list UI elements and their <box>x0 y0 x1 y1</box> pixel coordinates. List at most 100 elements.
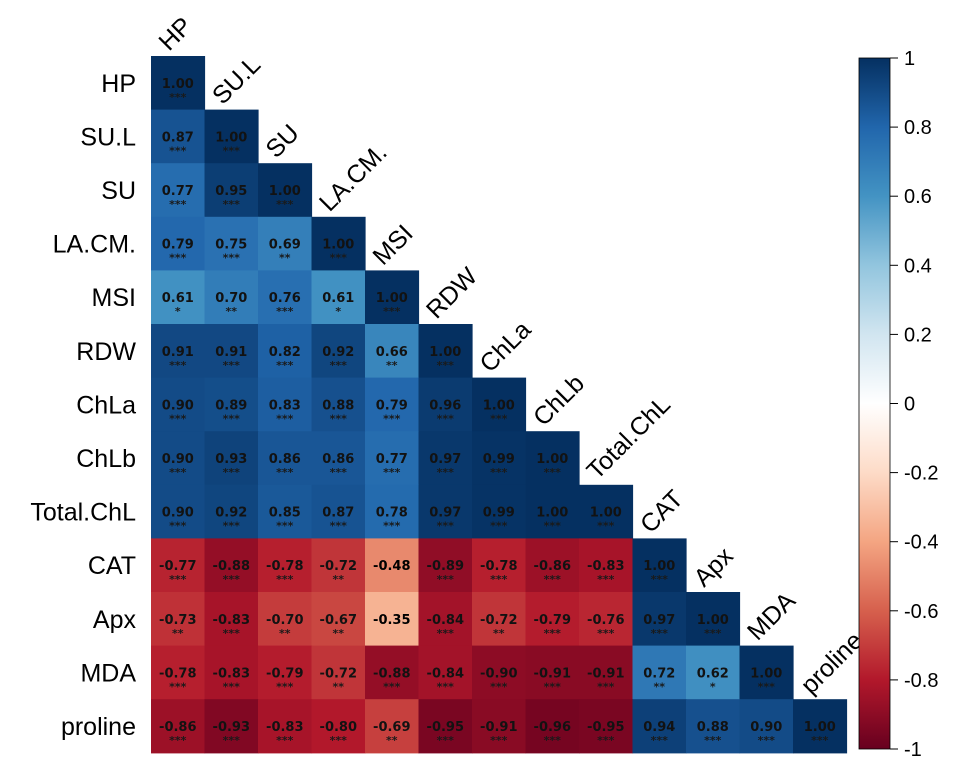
heatmap-cell <box>151 645 206 700</box>
heatmap-cell <box>258 699 313 754</box>
significance-stars: *** <box>383 412 401 425</box>
heatmap-cell <box>151 592 206 647</box>
cell-value: -0.84 <box>427 613 464 628</box>
cell-value: -0.84 <box>427 666 464 681</box>
heatmap-cell <box>579 484 634 539</box>
cell-value: 0.75 <box>215 238 247 253</box>
heatmap-cell <box>365 270 420 325</box>
heatmap-cell <box>525 431 580 486</box>
significance-stars: *** <box>383 305 401 318</box>
significance-stars: *** <box>544 466 562 479</box>
significance-stars: *** <box>169 520 187 533</box>
heatmap-cell <box>151 324 206 379</box>
cell-value: 1.00 <box>750 666 782 681</box>
colorbar-tick-label: -0.4 <box>904 532 938 554</box>
significance-stars: *** <box>276 412 294 425</box>
cell-value: -0.67 <box>320 613 357 628</box>
heatmap-cell <box>472 538 527 593</box>
heatmap-cell <box>258 484 313 539</box>
cell-value: -0.79 <box>266 666 303 681</box>
column-label: ChLa <box>474 316 536 378</box>
heatmap-cell <box>365 377 420 432</box>
significance-stars: ** <box>654 680 666 693</box>
heatmap-cell <box>311 431 366 486</box>
heatmap-cell <box>418 324 473 379</box>
heatmap-cell <box>579 538 634 593</box>
significance-stars: *** <box>223 734 241 747</box>
cell-value: 0.88 <box>322 398 354 413</box>
heatmap-cell <box>472 699 527 754</box>
heatmap-cell <box>739 645 794 700</box>
column-label: proline <box>795 627 868 700</box>
significance-stars: *** <box>223 144 241 157</box>
colorbar-tick-label: -0.2 <box>904 463 938 485</box>
cell-value: 0.90 <box>162 452 194 467</box>
cell-value: -0.95 <box>587 720 624 735</box>
cell-value: 0.72 <box>643 666 675 681</box>
cell-value: -0.83 <box>587 559 624 574</box>
cell-value: 1.00 <box>536 452 568 467</box>
heatmap-cell <box>418 592 473 647</box>
significance-stars: ** <box>226 305 238 318</box>
cell-value: -0.83 <box>213 613 250 628</box>
cell-value: 0.85 <box>269 506 301 521</box>
colorbar-tick-label: 0.2 <box>904 324 932 346</box>
heatmap-cell <box>525 645 580 700</box>
significance-stars: *** <box>223 198 241 211</box>
heatmap-cell <box>151 484 206 539</box>
significance-stars: *** <box>330 359 348 372</box>
row-label: ChLa <box>76 391 136 419</box>
colorbar-tick-label: 0.6 <box>904 186 932 208</box>
heatmap-cell <box>365 699 420 754</box>
significance-stars: *** <box>758 734 776 747</box>
cell-value: 0.99 <box>483 452 515 467</box>
row-label: Total.ChL <box>30 499 136 527</box>
heatmap-cell <box>311 645 366 700</box>
cell-value: -0.72 <box>320 559 357 574</box>
cell-value: 0.87 <box>162 130 194 145</box>
significance-stars: *** <box>330 734 348 747</box>
significance-stars: *** <box>704 627 722 640</box>
significance-stars: *** <box>223 412 241 425</box>
significance-stars: *** <box>651 573 669 586</box>
heatmap-cell <box>418 484 473 539</box>
cell-value: 0.79 <box>162 238 194 253</box>
cell-value: 0.97 <box>643 613 675 628</box>
heatmap-cell <box>204 645 259 700</box>
cell-value: 0.87 <box>322 506 354 521</box>
significance-stars: *** <box>330 466 348 479</box>
significance-stars: *** <box>597 573 615 586</box>
heatmap-cell <box>472 377 527 432</box>
significance-stars: *** <box>330 520 348 533</box>
cell-value: 0.70 <box>215 291 247 306</box>
significance-stars: *** <box>276 573 294 586</box>
row-label: ChLb <box>76 445 136 473</box>
heatmap-cell <box>365 431 420 486</box>
cell-value: -0.78 <box>266 559 303 574</box>
significance-stars: ** <box>172 627 184 640</box>
cell-value: -0.86 <box>159 720 196 735</box>
significance-stars: *** <box>223 466 241 479</box>
heatmap-cell <box>258 324 313 379</box>
significance-stars: *** <box>169 466 187 479</box>
significance-stars: *** <box>437 466 455 479</box>
heatmap-cell <box>311 538 366 593</box>
heatmap-cell <box>418 377 473 432</box>
cell-value: -0.69 <box>373 720 410 735</box>
cell-value: 0.89 <box>215 398 247 413</box>
heatmap-cell <box>151 216 206 271</box>
heatmap-cell <box>204 109 259 164</box>
significance-stars: *** <box>437 734 455 747</box>
heatmap-cell <box>311 216 366 271</box>
column-label: Apx <box>688 542 739 593</box>
heatmap-cell <box>525 484 580 539</box>
cell-value: -0.88 <box>213 559 250 574</box>
significance-stars: *** <box>169 144 187 157</box>
heatmap-cell <box>632 538 687 593</box>
column-label: MDA <box>742 587 801 646</box>
cell-value: 0.61 <box>162 291 194 306</box>
significance-stars: *** <box>223 520 241 533</box>
heatmap-cell <box>632 645 687 700</box>
cell-value: -0.77 <box>159 559 196 574</box>
column-label: CAT <box>635 485 689 539</box>
